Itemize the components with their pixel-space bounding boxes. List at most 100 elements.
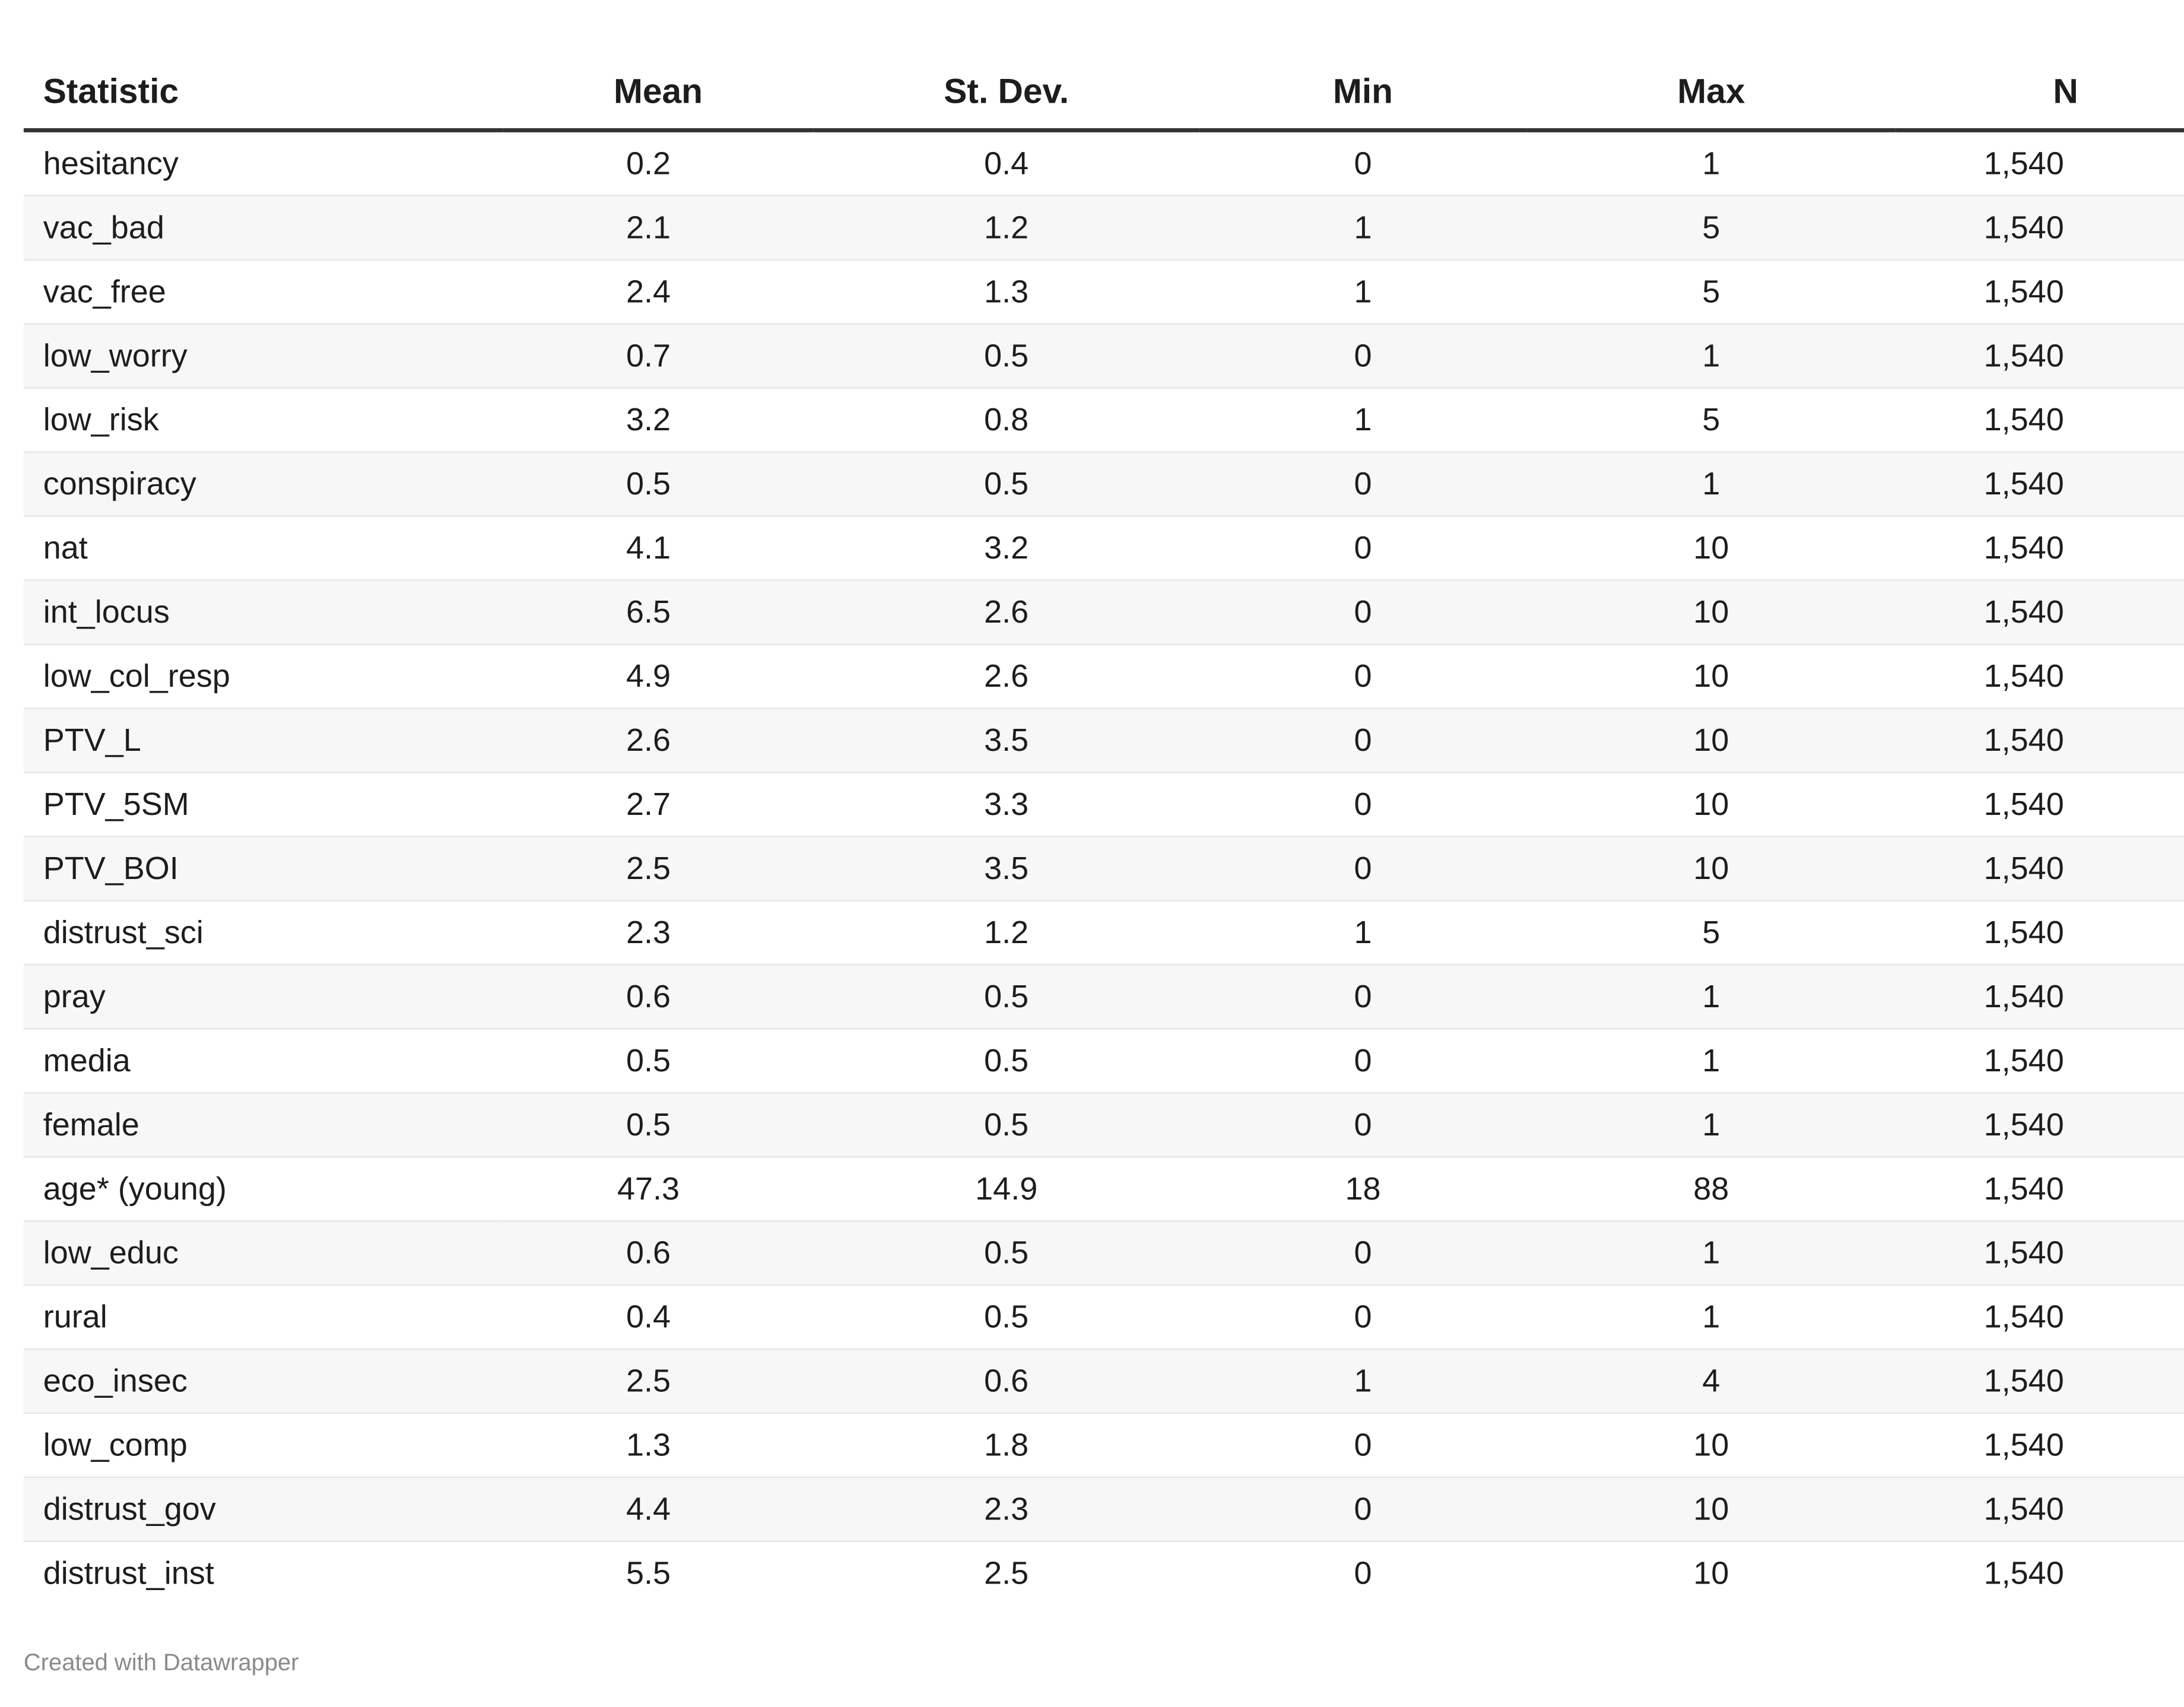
header-row: Statistic Mean St. Dev. Min Max N: [23, 55, 2184, 132]
min-cell: 0: [1199, 1413, 1527, 1478]
st-dev-cell: 3.2: [813, 516, 1199, 581]
min-cell: 0: [1199, 1221, 1527, 1286]
mean-cell: 2.3: [503, 900, 814, 966]
min-cell: 1: [1199, 259, 1527, 325]
table-row: PTV_L 2.6 3.5 0 10 1,540: [23, 708, 2184, 773]
n-cell: 1,540: [1896, 516, 2184, 581]
column-header-mean: Mean: [503, 55, 814, 132]
n-cell: 1,540: [1896, 452, 2184, 517]
statistic-cell: hesitancy: [23, 130, 503, 196]
table-row: distrust_sci 2.3 1.2 1 5 1,540: [23, 900, 2184, 966]
column-header-statistic: Statistic: [23, 55, 503, 132]
table-row: age* (young) 47.3 14.9 18 88 1,540: [23, 1157, 2184, 1222]
statistic-cell: int_locus: [23, 580, 503, 645]
max-cell: 10: [1526, 836, 1896, 902]
min-cell: 0: [1199, 1093, 1527, 1158]
n-cell: 1,540: [1896, 259, 2184, 325]
min-cell: 0: [1199, 452, 1527, 517]
n-cell: 1,540: [1896, 836, 2184, 902]
n-cell: 1,540: [1896, 644, 2184, 709]
st-dev-cell: 0.5: [813, 1285, 1199, 1350]
max-cell: 10: [1526, 644, 1896, 709]
statistic-cell: PTV_5SM: [23, 772, 503, 837]
table-row: vac_bad 2.1 1.2 1 5 1,540: [23, 195, 2184, 261]
st-dev-cell: 2.5: [984, 1554, 1029, 1591]
statistic-cell: distrust_sci: [23, 900, 503, 966]
table-row: rural 0.4 0.5 0 1 1,540: [23, 1285, 2184, 1350]
max-cell: 88: [1526, 1157, 1896, 1222]
mean-cell: 4.1: [503, 516, 814, 581]
max-cell: 10: [1526, 708, 1896, 773]
n-cell: 1,540: [1896, 130, 2184, 196]
n-cell: 1,540: [1896, 708, 2184, 773]
n-cell: 1,540: [1896, 964, 2184, 1030]
st-dev-cell: 2.3: [813, 1477, 1199, 1543]
max-cell: 1: [1526, 130, 1896, 196]
st-dev-cell: 3.5: [813, 708, 1199, 773]
table-row: conspiracy 0.5 0.5 0 1 1,540: [23, 452, 2184, 517]
min-cell: 0: [1199, 964, 1527, 1030]
st-dev-cell: 2.6: [813, 580, 1199, 645]
statistic-cell: low_col_resp: [23, 644, 503, 709]
n-cell: 1,540: [1896, 1413, 2184, 1478]
mean-cell: 0.5: [503, 1093, 814, 1158]
mean-cell: 0.6: [503, 1221, 814, 1286]
statistic-cell: nat: [23, 516, 503, 581]
st-dev-cell: 2.6: [813, 644, 1199, 709]
mean-cell: 0.2: [503, 130, 814, 196]
st-dev-cell: 1.3: [813, 259, 1199, 325]
max-cell: 10: [1526, 580, 1896, 645]
max-cell: 10: [1526, 772, 1896, 837]
st-dev-cell: 0.6: [813, 1349, 1199, 1414]
mean-cell: 0.5: [503, 452, 814, 517]
n-cell: 1,540: [1896, 1093, 2184, 1158]
n-cell: 1,540: [1896, 1349, 2184, 1414]
table-row: low_risk 3.2 0.8 1 5 1,540: [23, 388, 2184, 453]
table-row: media 0.5 0.5 0 1 1,540: [23, 1029, 2184, 1094]
n-cell: 1,540: [1896, 1477, 2184, 1543]
max-cell: 10: [1526, 516, 1896, 581]
mean-cell: 5.5: [626, 1554, 671, 1591]
statistic-cell: vac_free: [23, 259, 503, 325]
statistic-cell: low_comp: [23, 1413, 503, 1478]
st-dev-cell: 1.2: [813, 900, 1199, 966]
statistic-cell: low_worry: [23, 323, 503, 389]
min-cell: 0: [1354, 1554, 1372, 1591]
table-row: distrust_inst 5.5 2.5 0 10 1,540: [24, 1541, 2184, 1605]
mean-cell: 3.2: [503, 388, 814, 453]
statistic-cell: eco_insec: [23, 1349, 503, 1414]
max-cell: 10: [1526, 1477, 1896, 1543]
table-row: vac_free 2.4 1.3 1 5 1,540: [23, 259, 2184, 325]
column-header-st-dev: St. Dev.: [813, 55, 1199, 132]
mean-cell: 2.4: [503, 259, 814, 325]
max-cell: 5: [1526, 259, 1896, 325]
min-cell: 0: [1199, 1477, 1527, 1543]
min-cell: 0: [1199, 644, 1527, 709]
n-cell: 1,540: [1896, 1157, 2184, 1222]
min-cell: 0: [1199, 836, 1527, 902]
min-cell: 1: [1199, 388, 1527, 453]
statistic-cell: distrust_gov: [23, 1477, 503, 1543]
st-dev-cell: 0.5: [813, 452, 1199, 517]
summary-statistics-table: Statistic Mean St. Dev. Min Max N hesita…: [23, 55, 2184, 1605]
mean-cell: 1.3: [503, 1413, 814, 1478]
min-cell: 0: [1199, 580, 1527, 645]
max-cell: 5: [1526, 195, 1896, 261]
statistic-cell: PTV_L: [23, 708, 503, 773]
max-cell: 1: [1526, 323, 1896, 389]
mean-cell: 4.4: [503, 1477, 814, 1543]
table-row: low_educ 0.6 0.5 0 1 1,540: [23, 1221, 2184, 1286]
min-cell: 0: [1199, 708, 1527, 773]
max-cell: 1: [1526, 452, 1896, 517]
min-cell: 0: [1199, 772, 1527, 837]
table-row: hesitancy 0.2 0.4 0 1 1,540: [23, 130, 2184, 196]
mean-cell: 2.1: [503, 195, 814, 261]
statistic-cell: low_educ: [23, 1221, 503, 1286]
mean-cell: 0.5: [503, 1029, 814, 1094]
min-cell: 1: [1199, 1349, 1527, 1414]
table-row: pray 0.6 0.5 0 1 1,540: [23, 964, 2184, 1030]
column-header-max: Max: [1526, 55, 1896, 132]
n-cell: 1,540: [1983, 1554, 2064, 1591]
table-body: hesitancy 0.2 0.4 0 1 1,540 vac_bad 2.1 1.2 1 5 1,5…: [23, 130, 2184, 1605]
